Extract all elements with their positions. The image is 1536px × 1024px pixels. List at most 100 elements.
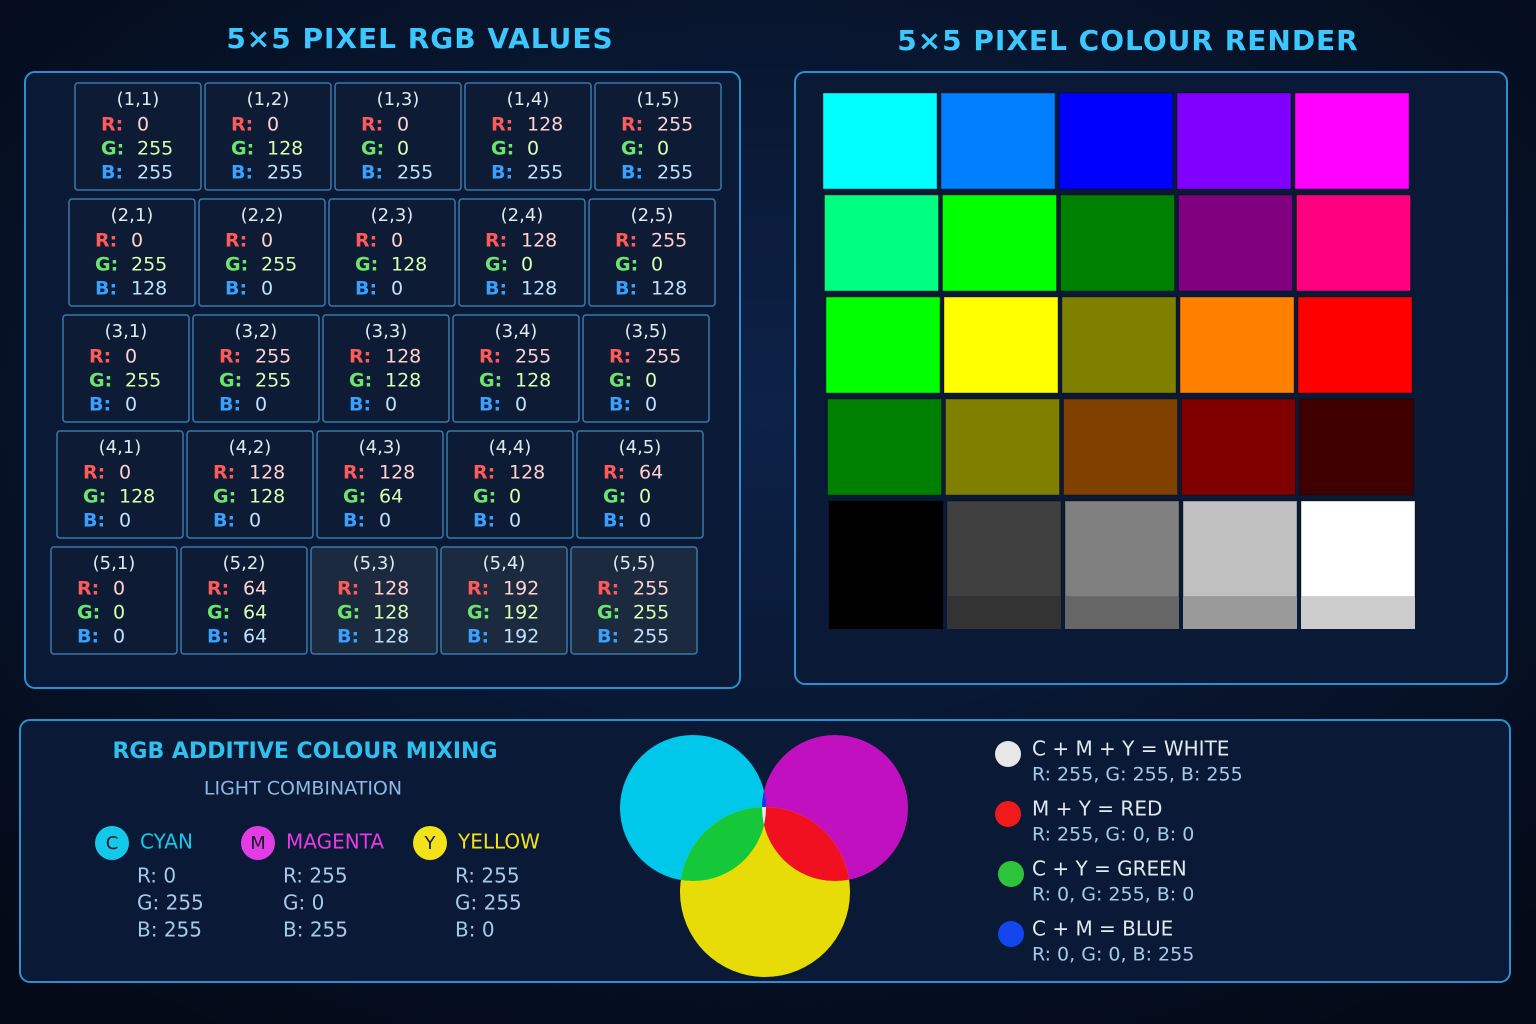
cell-label: (5,5)	[613, 553, 656, 574]
channel-value: 0	[379, 510, 391, 532]
combination-formula: M + Y = RED	[1032, 797, 1162, 821]
channel-value: 0	[125, 394, 137, 416]
cell-label: (4,4)	[489, 437, 532, 458]
cell-label: (3,5)	[625, 321, 668, 342]
pixel-cell	[588, 198, 716, 307]
cell-label: (2,5)	[631, 205, 674, 226]
channel-label: G:	[231, 138, 254, 160]
channel-value: 0	[113, 602, 125, 624]
combination-dot	[998, 861, 1024, 887]
channel-label: B:	[491, 162, 513, 184]
red-overlap	[762, 807, 850, 881]
primary-badge	[95, 826, 129, 860]
channel-label: R:	[491, 114, 513, 136]
channel-label: G:	[491, 138, 514, 160]
channel-value: 0	[397, 138, 409, 160]
render-pixel	[942, 194, 1057, 292]
render-pixel	[1179, 296, 1295, 394]
render-pixel	[1299, 398, 1414, 496]
channel-label: R:	[77, 578, 99, 600]
channel-value: 0	[385, 394, 397, 416]
pixel-side	[947, 597, 1061, 629]
channel-value: 255	[645, 346, 681, 368]
render-pixel	[824, 194, 939, 292]
pixel-cell	[440, 546, 568, 655]
channel-value: 128	[267, 138, 303, 160]
channel-value: 64	[243, 626, 267, 648]
channel-label: G:	[101, 138, 124, 160]
channel-label: B:	[77, 626, 99, 648]
channel-label: B:	[95, 278, 117, 300]
channel-value: 128	[249, 462, 285, 484]
channel-label: B:	[485, 278, 507, 300]
pixel-side	[1183, 597, 1297, 629]
channel-label: G:	[615, 254, 638, 276]
channel-value: 0	[255, 394, 267, 416]
pixel-cell	[192, 314, 320, 423]
channel-label: R:	[343, 462, 365, 484]
channel-value: 0	[527, 138, 539, 160]
cell-label: (4,3)	[359, 437, 402, 458]
channel-label: B:	[207, 626, 229, 648]
mixing-subtitle: LIGHT COMBINATION	[204, 778, 402, 800]
channel-value: 128	[385, 370, 421, 392]
channel-value: 0	[131, 230, 143, 252]
channel-value: 255	[657, 162, 693, 184]
primary-badge	[241, 826, 275, 860]
combination-rgb: R: 255, G: 255, B: 255	[1032, 764, 1243, 786]
channel-label: G:	[337, 602, 360, 624]
channel-label: G:	[479, 370, 502, 392]
channel-value: 128	[521, 278, 557, 300]
render-pixel	[1060, 194, 1175, 292]
pixel-cell	[570, 546, 698, 655]
channel-label: G:	[343, 486, 366, 508]
channel-value: 0	[391, 230, 403, 252]
channel-label: G:	[361, 138, 384, 160]
channel-value: 255	[527, 162, 563, 184]
channel-value: 255	[261, 254, 297, 276]
pixel-cell	[204, 82, 332, 191]
pixel-cell	[198, 198, 326, 307]
channel-label: B:	[479, 394, 501, 416]
channel-label: G:	[597, 602, 620, 624]
channel-label: B:	[213, 510, 235, 532]
pixel-side	[1301, 597, 1415, 629]
render-pixel	[1300, 500, 1416, 598]
primary-rgb: B: 255	[137, 918, 202, 942]
render-pixel	[1294, 92, 1410, 190]
channel-label: G:	[349, 370, 372, 392]
channel-value: 255	[131, 254, 167, 276]
cell-label: (5,4)	[483, 553, 526, 574]
channel-label: B:	[361, 162, 383, 184]
channel-value: 128	[379, 462, 415, 484]
channel-value: 0	[137, 114, 149, 136]
green-overlap	[680, 807, 766, 881]
primary-rgb: R: 255	[455, 864, 520, 888]
pixel-cell	[446, 430, 574, 539]
channel-value: 255	[125, 370, 161, 392]
channel-value: 255	[651, 230, 687, 252]
channel-value: 0	[397, 114, 409, 136]
render-pixel	[1058, 92, 1174, 190]
channel-label: R:	[609, 346, 631, 368]
render-pixel	[828, 500, 944, 598]
badge-letter: C	[106, 833, 119, 854]
channel-label: G:	[225, 254, 248, 276]
channel-value: 255	[515, 346, 551, 368]
render-pixel	[827, 398, 942, 496]
cell-label: (4,2)	[229, 437, 272, 458]
pixel-cell	[582, 314, 710, 423]
cell-label: (1,2)	[247, 89, 290, 110]
channel-value: 255	[267, 162, 303, 184]
channel-value: 128	[515, 370, 551, 392]
channel-label: G:	[207, 602, 230, 624]
channel-label: G:	[89, 370, 112, 392]
channel-label: G:	[473, 486, 496, 508]
mixing-title: RGB ADDITIVE COLOUR MIXING	[112, 739, 497, 764]
channel-value: 0	[119, 510, 131, 532]
channel-value: 192	[503, 602, 539, 624]
combination-dot	[995, 801, 1021, 827]
channel-label: B:	[349, 394, 371, 416]
channel-value: 128	[373, 602, 409, 624]
pixel-side	[1065, 597, 1179, 629]
